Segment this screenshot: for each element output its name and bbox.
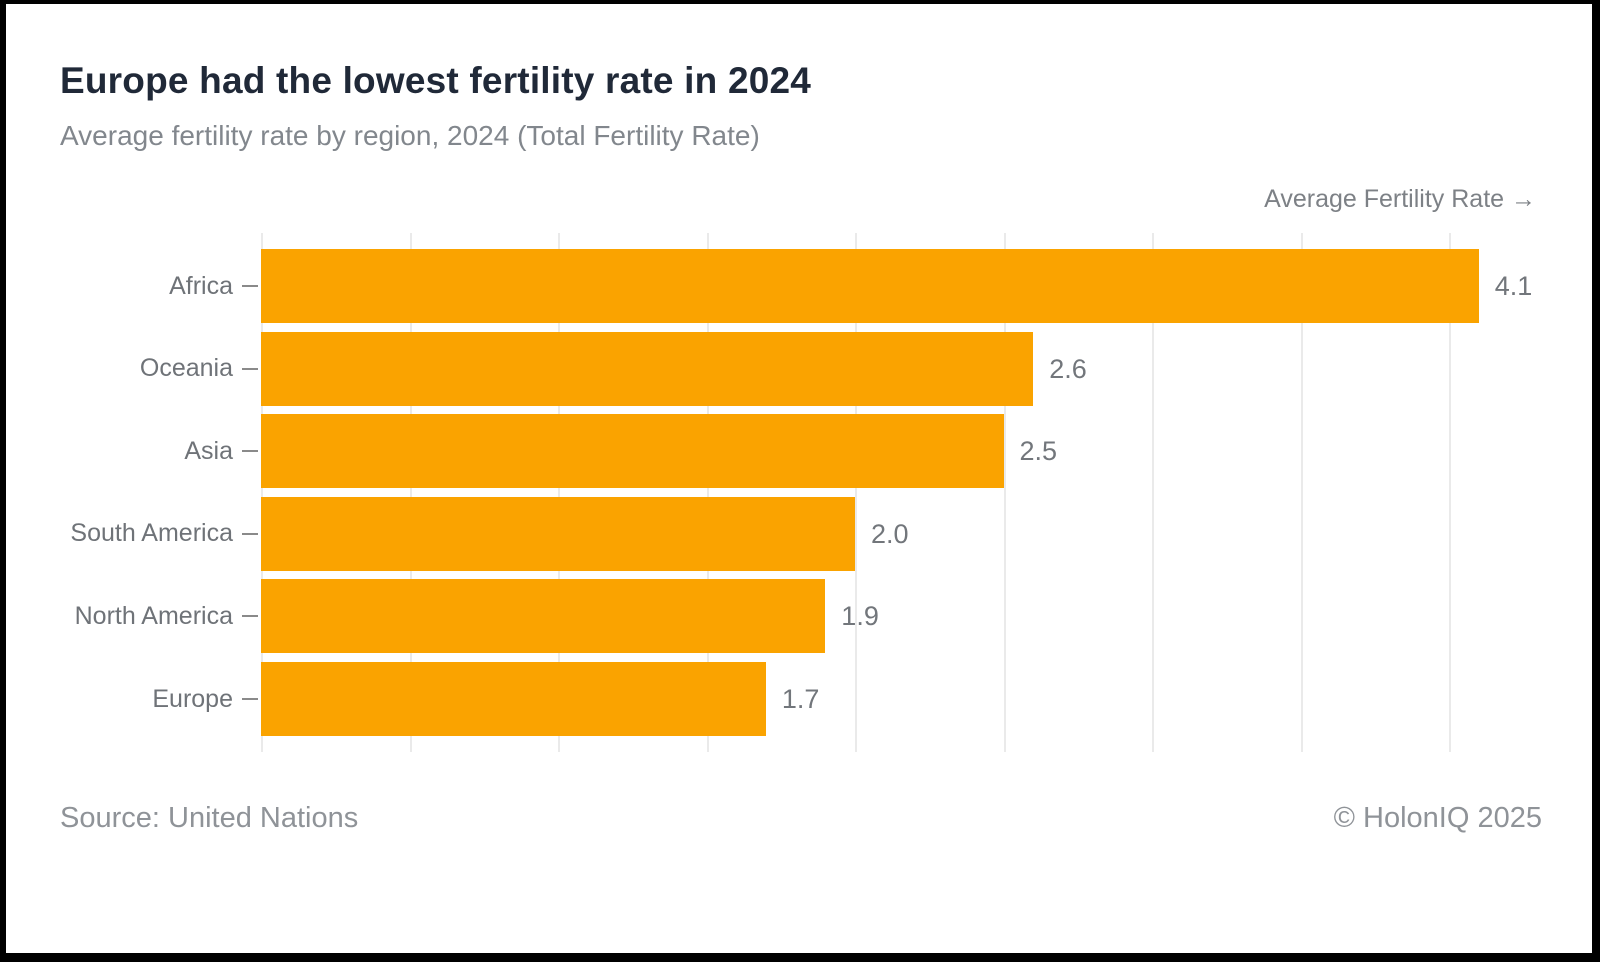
bar-oceania <box>261 331 1034 406</box>
bar-europe <box>261 662 766 736</box>
plot-area: 4.1 2.6 2.5 2.0 1.9 1.7 <box>261 233 1532 752</box>
bar-south-america <box>261 496 855 571</box>
page-subtitle: Average fertility rate by region, 2024 (… <box>60 120 760 151</box>
category-row-oceania: Oceania <box>6 332 258 406</box>
category-label-asia: Asia <box>184 436 233 465</box>
gridline <box>409 233 412 752</box>
chart-card: Europe had the lowest fertility rate in … <box>6 4 1592 953</box>
axis-tick <box>242 532 258 535</box>
bar-north-america <box>261 579 826 654</box>
axis-tick <box>242 698 258 700</box>
page-title: Europe had the lowest fertility rate in … <box>60 60 812 101</box>
value-label-africa: 4.1 <box>1494 271 1533 301</box>
value-label-oceania: 2.6 <box>1049 353 1087 384</box>
axis-tick <box>242 367 258 370</box>
category-label-north-america: North America <box>74 601 233 630</box>
gridline <box>1300 233 1303 752</box>
category-row-africa: Africa <box>6 249 258 323</box>
category-row-north-america: North America <box>6 579 258 653</box>
gridline <box>706 233 709 752</box>
category-row-europe: Europe <box>6 662 258 736</box>
value-label-europe: 1.7 <box>781 684 820 714</box>
gridline <box>855 233 857 752</box>
gridline <box>1449 233 1451 752</box>
category-label-europe: Europe <box>152 684 233 713</box>
gridline <box>1152 233 1154 752</box>
value-label-asia: 2.5 <box>1019 436 1058 467</box>
category-label-africa: Africa <box>169 271 233 300</box>
axis-tick <box>242 285 258 287</box>
category-labels: Africa Oceania Asia South America North Amer… <box>6 233 258 752</box>
source-note: Source: United Nations <box>60 802 359 834</box>
gridline <box>558 233 560 752</box>
x-axis-title: Average Fertility Rate → <box>1264 185 1536 213</box>
axis-tick <box>242 450 258 453</box>
gridline <box>261 233 263 752</box>
category-row-south-america: South America <box>6 497 258 571</box>
value-label-south-america: 2.0 <box>871 518 909 549</box>
bar-africa <box>261 249 1479 323</box>
bar-asia <box>261 414 1004 489</box>
gridline <box>1003 233 1006 752</box>
copyright-note: © HolonIQ 2025 <box>1333 802 1542 834</box>
axis-tick <box>242 615 258 618</box>
category-label-south-america: South America <box>70 519 233 548</box>
value-label-north-america: 1.9 <box>841 601 879 632</box>
category-row-asia: Asia <box>6 414 258 488</box>
category-label-oceania: Oceania <box>139 354 233 383</box>
